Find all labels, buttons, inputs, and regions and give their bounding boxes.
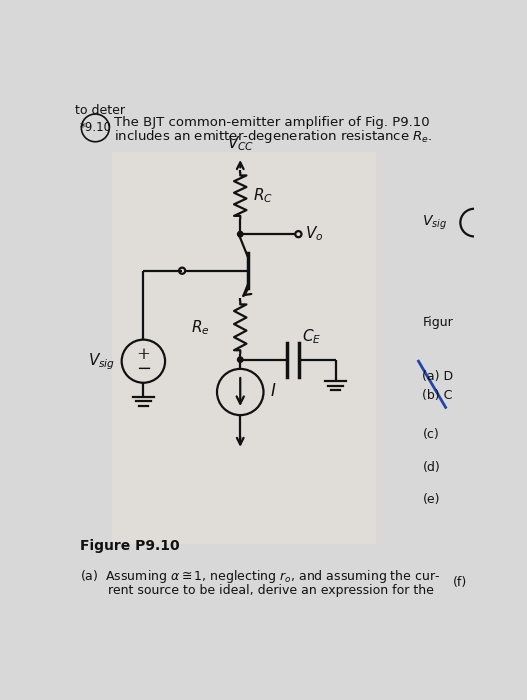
Text: Figure P9.10: Figure P9.10 xyxy=(80,539,180,553)
Text: (d): (d) xyxy=(422,461,440,474)
Text: (e): (e) xyxy=(422,494,440,506)
Text: to deter: to deter xyxy=(75,104,125,118)
Text: +: + xyxy=(136,346,150,363)
Text: Figur: Figur xyxy=(422,316,453,329)
Text: (f): (f) xyxy=(453,577,467,589)
Text: $V_{CC}$: $V_{CC}$ xyxy=(227,134,254,153)
Text: The BJT common-emitter amplifier of Fig. P9.10: The BJT common-emitter amplifier of Fig.… xyxy=(114,116,430,129)
Text: rent source to be ideal, derive an expression for the: rent source to be ideal, derive an expre… xyxy=(80,584,434,597)
Text: $R_e$: $R_e$ xyxy=(191,318,209,337)
Text: $V_{sig}$: $V_{sig}$ xyxy=(422,214,447,232)
Text: includes an emitter-degeneration resistance $R_e$.: includes an emitter-degeneration resista… xyxy=(114,128,433,145)
Text: $I$: $I$ xyxy=(270,384,276,400)
Circle shape xyxy=(238,357,243,363)
Text: $C_E$: $C_E$ xyxy=(302,327,321,346)
Text: (a)  Assuming $\alpha\cong1$, neglecting $r_o$, and assuming the cur-: (a) Assuming $\alpha\cong1$, neglecting … xyxy=(80,568,440,585)
Bar xyxy=(112,152,376,545)
Text: −: − xyxy=(136,360,151,378)
Text: *9.10: *9.10 xyxy=(80,121,111,134)
Text: $V_o$: $V_o$ xyxy=(305,225,323,244)
Circle shape xyxy=(238,232,243,237)
Text: (b) C: (b) C xyxy=(422,389,453,402)
Text: (c): (c) xyxy=(422,428,439,441)
Text: $V_{sig}$: $V_{sig}$ xyxy=(88,351,115,372)
Text: (a) D: (a) D xyxy=(422,370,454,383)
Text: $R_C$: $R_C$ xyxy=(252,186,272,205)
